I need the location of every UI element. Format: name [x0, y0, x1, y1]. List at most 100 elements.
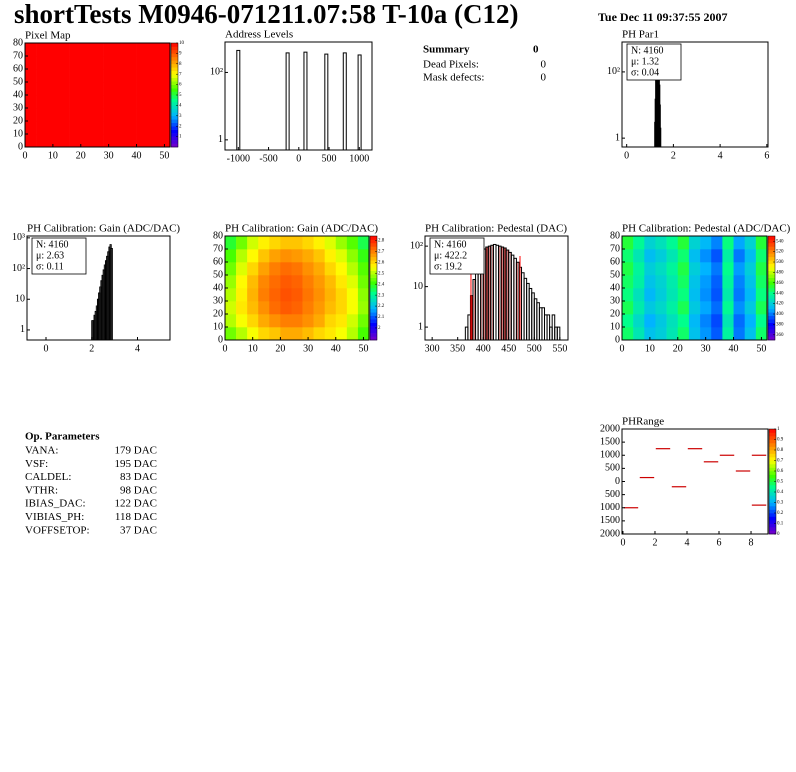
heat-cell: [103, 82, 115, 96]
heat-cell: [677, 314, 690, 328]
colorbar-step: [768, 242, 775, 247]
colorbar-step: [769, 506, 776, 510]
heat-cell: [655, 236, 667, 250]
heat-cell: [291, 249, 303, 263]
y-tick-label: 40: [610, 282, 620, 293]
y-tick-label: 50: [610, 269, 620, 280]
colorbar-step: [769, 478, 776, 482]
heat-cell: [136, 108, 148, 122]
heat-cell: [357, 288, 370, 302]
colorbar-step: [171, 60, 178, 65]
heat-cell: [324, 262, 337, 276]
heat-cell: [633, 275, 645, 289]
heat-cell: [269, 314, 281, 328]
colorbar-step: [370, 288, 377, 292]
heat-cell: [688, 288, 701, 302]
y-tick-label: 60: [610, 256, 620, 267]
x-tick-label: -1000: [227, 153, 250, 164]
y-tick-label: 1: [418, 321, 423, 332]
z-tick-label: 380: [776, 323, 784, 328]
z-tick-label: 0.8: [777, 448, 784, 453]
heat-cell: [677, 288, 690, 302]
colorbar-step: [768, 288, 775, 292]
heat-cell: [302, 301, 314, 315]
heat-cell: [247, 262, 259, 276]
colorbar-step: [370, 267, 377, 271]
colorbar-step: [769, 446, 776, 451]
panel-title: PH Calibration: Gain (ADC/DAC): [27, 223, 180, 235]
heat-cell: [58, 134, 70, 148]
heat-cell: [136, 82, 148, 96]
x-tick-label: 50: [756, 343, 766, 354]
heat-cell: [91, 95, 104, 109]
y-tick-label: 70: [13, 50, 23, 61]
y-tick-label: 80: [610, 230, 620, 241]
heat-cell: [158, 134, 171, 148]
z-tick-label: 0.4: [777, 490, 784, 495]
z-tick-label: 0.1: [777, 522, 784, 527]
heat-cell: [622, 262, 634, 276]
colorbar-step: [769, 492, 776, 496]
colorbar-step: [768, 305, 775, 310]
heat-cell: [103, 134, 115, 148]
colorbar-step: [370, 246, 377, 251]
y-tick-label: 10²: [12, 263, 25, 274]
x-tick-label: 50: [358, 343, 368, 354]
z-tick-label: 2.6: [378, 260, 385, 265]
heat-cell: [633, 249, 645, 263]
heat-cell: [357, 301, 370, 315]
param-name: VANA:: [25, 445, 58, 457]
panel-title: PH Calibration: Pedestal (DAC): [425, 223, 567, 235]
heat-cell: [147, 121, 160, 135]
x-tick-label: 50: [159, 150, 169, 161]
heat-cell: [91, 43, 104, 57]
heat-cell: [346, 249, 359, 263]
heat-cell: [136, 95, 148, 109]
heat-cell: [700, 275, 712, 289]
heat-cell: [302, 275, 314, 289]
z-tick-label: 2.5: [378, 271, 385, 276]
z-tick-label: 10: [179, 41, 185, 46]
heat-cell: [302, 262, 314, 276]
colorbar-step: [370, 281, 377, 285]
colorbar-step: [768, 326, 775, 330]
heat-cell: [25, 134, 37, 148]
heat-cell: [36, 43, 48, 57]
y-tick-label: 2000: [600, 423, 620, 434]
heat-cell: [25, 121, 37, 135]
y-tick-label: 10: [413, 281, 423, 292]
heat-cell: [666, 275, 679, 289]
colorbar-step: [370, 253, 377, 258]
heat-cell: [335, 301, 348, 315]
heat-cell: [700, 249, 712, 263]
heat-cell: [36, 121, 48, 135]
heat-cell: [346, 275, 359, 289]
colorbar-step: [769, 436, 776, 440]
heat-cell: [269, 249, 281, 263]
x-tick-label: 0: [223, 343, 228, 354]
heat-cell: [280, 275, 292, 289]
heat-cell: [291, 236, 303, 250]
stats-line: σ: 0.11: [36, 261, 64, 272]
heat-cell: [269, 275, 281, 289]
heat-cell: [103, 56, 115, 70]
heat-cell: [247, 275, 259, 289]
heat-cell: [666, 249, 679, 263]
colorbar-step: [370, 284, 377, 289]
heat-cell: [91, 69, 104, 83]
heat-cell: [114, 121, 126, 135]
heat-cell: [136, 43, 148, 57]
y-tick-label: 10: [610, 321, 620, 332]
x-tick-label: 0: [43, 343, 48, 354]
heat-cell: [47, 121, 59, 135]
heat-cell: [644, 288, 656, 302]
heat-cell: [258, 301, 270, 315]
summary-title: Summary: [423, 44, 470, 56]
y-tick-label: 20: [610, 308, 620, 319]
heat-cell: [225, 327, 237, 341]
colorbar-step: [768, 249, 775, 254]
param-value: 179 DAC: [115, 445, 157, 457]
heat-cell: [80, 69, 93, 83]
y-tick-label: 500: [605, 463, 620, 474]
heat-cell: [291, 327, 303, 341]
